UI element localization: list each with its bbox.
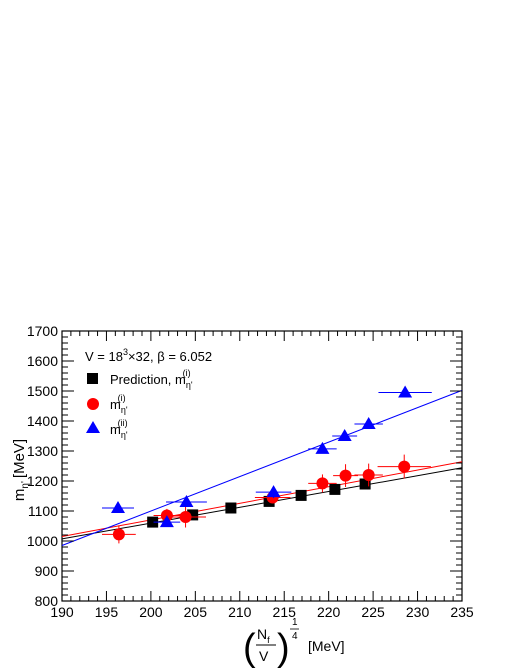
- x-label-left-paren: (: [243, 627, 256, 669]
- plot-frame: [61, 330, 463, 602]
- x-tick-label: 200: [139, 604, 163, 620]
- x-tick-label: 235: [450, 604, 474, 620]
- data-point-triangle: [315, 441, 330, 454]
- legend-label-prediction: Prediction, mη'(i): [110, 368, 193, 390]
- fit-line-prediction: [61, 467, 463, 540]
- data-point-circle: [179, 511, 192, 523]
- data-point-square: [329, 483, 341, 495]
- fit-line-m_ii: [61, 389, 463, 546]
- legend-marker-m-i: [87, 398, 99, 410]
- data-point-circle: [362, 469, 375, 481]
- data-point-circle: [316, 477, 329, 490]
- y-tick-label: 1500: [27, 383, 58, 399]
- x-label-right-paren: ): [277, 627, 290, 669]
- y-tick-label: 1000: [27, 533, 58, 549]
- data-point-square: [225, 502, 237, 514]
- x-label-unit: [MeV]: [308, 638, 345, 654]
- x-axis-label: ( Nf V ) 1 4 [MeV]: [243, 617, 345, 669]
- data-point-triangle: [337, 429, 352, 441]
- axis-ticks: 190 195 200 205 210 215 220 225 230 235 800 900 1000…: [27, 323, 474, 620]
- plot-frame-layer: [61, 330, 463, 602]
- x-tick-label: 195: [95, 604, 119, 620]
- x-label-denominator: V: [259, 648, 269, 664]
- y-tick-label: 1300: [27, 443, 58, 459]
- y-tick-label: 1200: [27, 473, 58, 489]
- x-tick-label: 220: [317, 604, 341, 620]
- legend-marker-prediction: [87, 373, 98, 384]
- x-tick-label: 230: [406, 604, 430, 620]
- y-tick-label: 900: [35, 563, 59, 579]
- data-point-triangle: [398, 385, 413, 398]
- fit-lines: [61, 389, 463, 546]
- x-label-exponent-numerator: 1: [292, 617, 298, 628]
- data-point-square: [359, 478, 371, 490]
- x-label-numerator: Nf: [257, 626, 270, 645]
- x-tick-label: 210: [228, 604, 252, 620]
- annotation-label: V = 183×32, β = 6.052: [85, 347, 212, 364]
- x-label-exponent-denominator: 4: [292, 631, 298, 642]
- data-point-triangle: [179, 495, 194, 507]
- x-tick-label: 205: [184, 604, 208, 620]
- data-point-triangle: [361, 417, 376, 429]
- fit-line-m_i: [61, 461, 463, 537]
- data-point-square: [147, 516, 159, 528]
- legend-marker-m-ii: [86, 421, 100, 433]
- y-tick-label: 1700: [27, 323, 58, 339]
- data-point-triangle: [111, 501, 125, 513]
- data-point-circle: [398, 460, 411, 473]
- y-tick-label: 1100: [28, 503, 58, 519]
- data-point-square: [295, 489, 307, 501]
- y-axis-label: mη'[MeV]: [11, 439, 31, 501]
- data-points: [102, 385, 432, 544]
- y-tick-label: 1600: [27, 353, 58, 369]
- legend-label-m-i: mη'(i): [110, 393, 128, 415]
- data-point-triangle: [159, 515, 174, 528]
- x-tick-label: 225: [361, 604, 385, 620]
- data-point-circle: [112, 528, 125, 541]
- x-tick-label: 215: [273, 604, 297, 620]
- data-point-square: [187, 509, 199, 521]
- y-tick-label: 800: [35, 593, 59, 609]
- legend: Prediction, mη'(i) mη'(i) mη'(ii): [86, 368, 193, 440]
- data-point-triangle: [266, 485, 281, 498]
- legend-label-m-ii: mη'(ii): [110, 418, 128, 440]
- series-m_ii: [102, 385, 432, 528]
- y-tick-label: 1400: [27, 413, 58, 429]
- x-tick-label: 190: [50, 604, 74, 620]
- data-point-circle: [339, 469, 352, 482]
